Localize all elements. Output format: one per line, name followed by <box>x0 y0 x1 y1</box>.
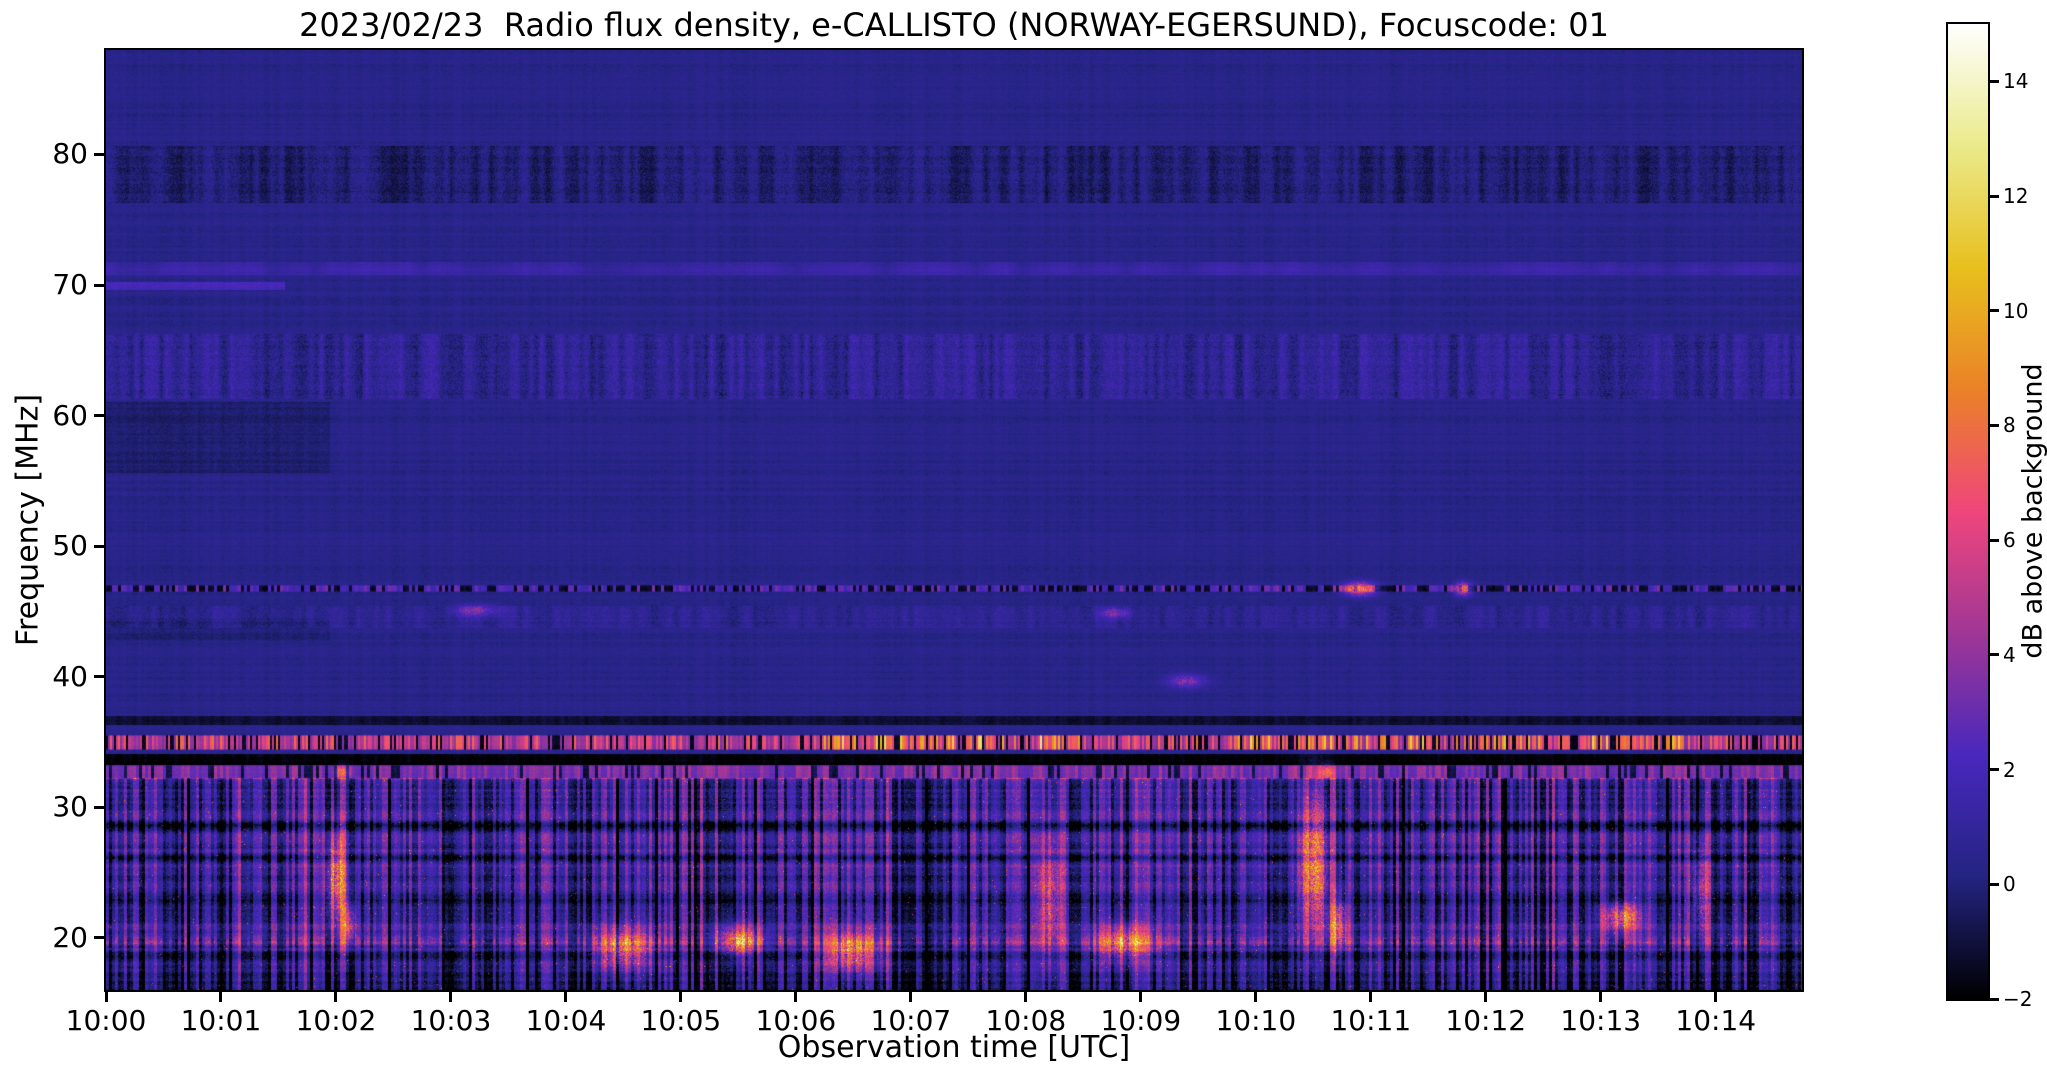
x-tick-mark <box>679 992 683 1002</box>
y-tick-label: 50 <box>52 529 88 563</box>
y-tick-mark <box>94 936 104 940</box>
x-tick-label: 10:01 <box>180 1004 262 1037</box>
y-tick-label: 80 <box>52 137 88 171</box>
colorbar-tick-mark <box>1990 79 1999 83</box>
x-tick-mark <box>1254 992 1258 1002</box>
x-tick-mark <box>909 992 913 1002</box>
colorbar-tick-label: 4 <box>2003 642 2016 667</box>
colorbar-tick-label: 14 <box>2003 69 2029 94</box>
x-tick-mark <box>1369 992 1373 1002</box>
x-tick-mark <box>1484 992 1488 1002</box>
y-tick-mark <box>94 805 104 809</box>
x-tick-label: 10:10 <box>1215 1004 1297 1037</box>
y-tick-mark <box>94 544 104 548</box>
x-tick-label: 10:05 <box>640 1004 722 1037</box>
y-tick-mark <box>94 675 104 679</box>
x-tick-label: 10:07 <box>870 1004 952 1037</box>
colorbar-tick-label: 0 <box>2003 872 2016 897</box>
y-tick-label: 70 <box>52 268 88 301</box>
colorbar-tick-mark <box>1990 768 1999 772</box>
colorbar-tick-label: 10 <box>2003 298 2029 323</box>
x-tick-mark <box>1714 992 1718 1002</box>
colorbar-tick-label: −2 <box>2003 987 2033 1011</box>
colorbar-canvas <box>1948 24 1988 999</box>
x-tick-mark <box>334 992 338 1002</box>
colorbar-tick-label: 12 <box>2003 184 2029 209</box>
y-tick-mark <box>94 283 104 287</box>
colorbar-tick-mark <box>1990 882 1999 886</box>
x-tick-mark <box>794 992 798 1002</box>
x-tick-label: 10:04 <box>525 1004 607 1037</box>
colorbar-tick-label: 2 <box>2003 757 2016 782</box>
y-tick-mark <box>94 152 104 156</box>
x-tick-mark <box>104 992 108 1002</box>
x-tick-label: 10:14 <box>1675 1004 1757 1037</box>
x-tick-mark <box>1024 992 1028 1002</box>
chart-title: 2023/02/23 Radio flux density, e-CALLIST… <box>299 6 1609 44</box>
y-tick-mark <box>94 414 104 418</box>
y-tick-label: 30 <box>52 790 88 824</box>
colorbar-tick-label: 8 <box>2003 413 2016 438</box>
spectrogram-canvas <box>106 50 1802 990</box>
colorbar-tick-mark <box>1990 194 1999 198</box>
x-axis-label: Observation time [UTC] <box>777 1030 1131 1065</box>
x-tick-label: 10:12 <box>1445 1004 1527 1037</box>
x-tick-label: 10:11 <box>1330 1004 1412 1037</box>
x-tick-label: 10:00 <box>65 1004 147 1037</box>
x-tick-mark <box>1599 992 1603 1002</box>
y-tick-label: 20 <box>52 920 88 954</box>
x-tick-label: 10:08 <box>985 1004 1067 1037</box>
colorbar-tick-mark <box>1990 309 1999 313</box>
colorbar-tick-mark <box>1990 538 1999 542</box>
colorbar-tick-mark <box>1990 997 1999 1001</box>
x-tick-label: 10:06 <box>755 1004 837 1037</box>
x-tick-mark <box>449 992 453 1002</box>
colorbar-label: dB above background <box>2017 363 2047 659</box>
y-tick-label: 60 <box>52 398 88 432</box>
x-tick-label: 10:03 <box>410 1004 492 1037</box>
x-tick-mark <box>564 992 568 1002</box>
x-tick-mark <box>1139 992 1143 1002</box>
colorbar-tick-label: 6 <box>2003 528 2016 553</box>
y-tick-label: 40 <box>52 659 88 693</box>
x-tick-label: 10:09 <box>1100 1004 1182 1037</box>
colorbar-tick-mark <box>1990 423 1999 427</box>
colorbar-tick-mark <box>1990 653 1999 657</box>
x-tick-label: 10:13 <box>1560 1004 1642 1037</box>
x-tick-mark <box>219 992 223 1002</box>
x-tick-label: 10:02 <box>295 1004 377 1037</box>
